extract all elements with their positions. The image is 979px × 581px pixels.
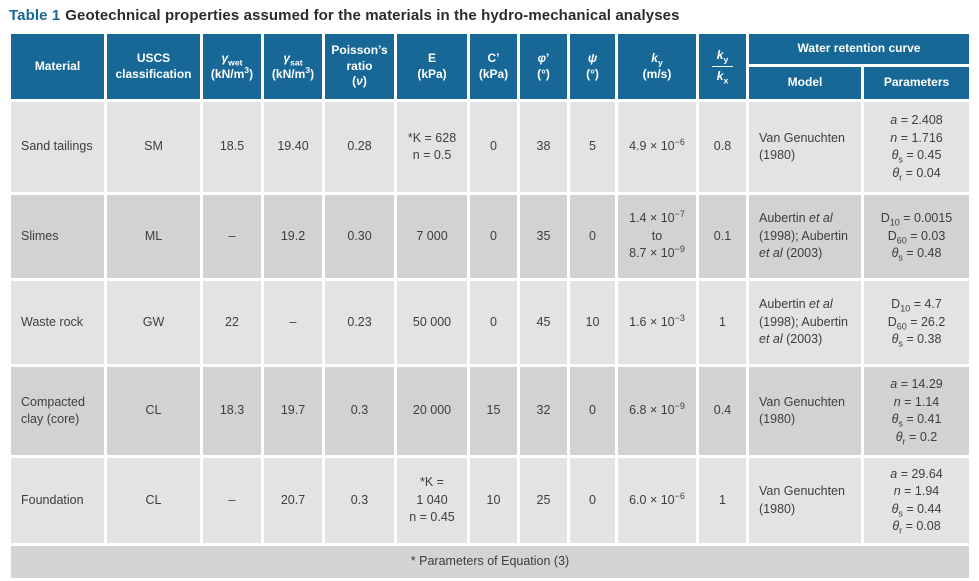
cell-material: Foundation [11,458,104,543]
header-ky: ky (m/s) [618,34,696,99]
cell-psi: 0 [570,367,615,455]
table-header: Material USCS classification γwet (kN/m3)… [11,34,970,99]
cell-gamma-sat: 19.40 [264,102,322,192]
cell-ky-kx: 1 [699,281,746,364]
header-material: Material [11,34,104,99]
cell-psi: 10 [570,281,615,364]
cell-c-prime: 15 [470,367,517,455]
header-poissons-ratio: Poisson’s ratio (ν) [325,34,394,99]
cell-uscs: ML [107,195,200,278]
cell-c-prime: 0 [470,281,517,364]
footnote-row: * Parameters of Equation (3) [11,546,970,578]
cell-material: Waste rock [11,281,104,364]
cell-ky: 6.0 × 10−6 [618,458,696,543]
cell-poisson: 0.3 [325,367,394,455]
cell-wrc-model: Van Genuchten (1980) [749,458,861,543]
cell-gamma-wet: 18.5 [203,102,261,192]
table-caption: Table 1 Geotechnical properties assumed f… [9,7,972,24]
cell-ky-kx: 1 [699,458,746,543]
footnote-text: * Parameters of Equation (3) [11,546,970,578]
cell-phi-prime: 25 [520,458,567,543]
cell-gamma-wet: – [203,195,261,278]
cell-ky-kx: 0.8 [699,102,746,192]
cell-uscs: GW [107,281,200,364]
ky-kx-numerator: ky [711,48,734,67]
cell-gamma-sat: 20.7 [264,458,322,543]
cell-wrc-parameters: a = 2.408 n = 1.716 θs = 0.45 θr = 0.04 [864,102,970,192]
cell-phi-prime: 45 [520,281,567,364]
cell-ky: 1.4 × 10−7 to 8.7 × 10−9 [618,195,696,278]
table-body: Sand tailings SM 18.5 19.40 0.28 *K = 62… [11,102,970,543]
cell-gamma-wet: – [203,458,261,543]
ky-kx-fraction: ky kx [711,48,734,86]
table-row-slimes: Slimes ML – 19.2 0.30 7 000 0 35 0 1.4 ×… [11,195,970,278]
cell-material: Compacted clay (core) [11,367,104,455]
header-c-prime: C’ (kPa) [470,34,517,99]
geotechnical-properties-table: Material USCS classification γwet (kN/m3)… [8,31,972,581]
cell-uscs: CL [107,458,200,543]
cell-ky: 1.6 × 10−3 [618,281,696,364]
cell-c-prime: 10 [470,458,517,543]
cell-phi-prime: 38 [520,102,567,192]
cell-poisson: 0.23 [325,281,394,364]
header-psi: ψ (°) [570,34,615,99]
cell-poisson: 0.28 [325,102,394,192]
cell-e-modulus: *K = 628 n = 0.5 [397,102,467,192]
cell-wrc-model: Aubertin et al (1998); Aubertin et al (2… [749,195,861,278]
cell-phi-prime: 32 [520,367,567,455]
cell-material: Slimes [11,195,104,278]
cell-wrc-model: Van Genuchten (1980) [749,102,861,192]
cell-gamma-sat: 19.2 [264,195,322,278]
header-phi-prime: φ’ (°) [520,34,567,99]
header-gamma-wet: γwet (kN/m3) [203,34,261,99]
header-water-retention-curve: Water retention curve [749,34,970,64]
header-uscs-classification: USCS classification [107,34,200,99]
header-wrc-model: Model [749,67,861,99]
table-row-compacted-clay: Compacted clay (core) CL 18.3 19.7 0.3 2… [11,367,970,455]
cell-wrc-parameters: a = 14.29 n = 1.14 θs = 0.41 θr = 0.2 [864,367,970,455]
cell-gamma-wet: 18.3 [203,367,261,455]
cell-psi: 5 [570,102,615,192]
cell-psi: 0 [570,195,615,278]
table-caption-text: Geotechnical properties assumed for the … [65,7,680,24]
table-row-foundation: Foundation CL – 20.7 0.3 *K = 1 040 n = 0.… [11,458,970,543]
cell-e-modulus: *K = 1 040 n = 0.45 [397,458,467,543]
cell-e-modulus: 7 000 [397,195,467,278]
cell-c-prime: 0 [470,102,517,192]
cell-uscs: SM [107,102,200,192]
cell-ky-kx: 0.1 [699,195,746,278]
header-e-modulus: E (kPa) [397,34,467,99]
cell-gamma-sat: – [264,281,322,364]
cell-poisson: 0.30 [325,195,394,278]
cell-uscs: CL [107,367,200,455]
cell-wrc-parameters: a = 29.64 n = 1.94 θs = 0.44 θr = 0.08 [864,458,970,543]
cell-ky: 4.9 × 10−6 [618,102,696,192]
cell-ky: 6.8 × 10−9 [618,367,696,455]
cell-phi-prime: 35 [520,195,567,278]
table-row-sand-tailings: Sand tailings SM 18.5 19.40 0.28 *K = 62… [11,102,970,192]
table-number: Table 1 [9,7,61,24]
cell-ky-kx: 0.4 [699,367,746,455]
cell-wrc-parameters: D10 = 0.0015 D60 = 0.03 θs = 0.48 [864,195,970,278]
cell-wrc-model: Van Genuchten (1980) [749,367,861,455]
cell-gamma-sat: 19.7 [264,367,322,455]
cell-psi: 0 [570,458,615,543]
cell-wrc-parameters: D10 = 4.7 D60 = 26.2 θs = 0.38 [864,281,970,364]
table-row-waste-rock: Waste rock GW 22 – 0.23 50 000 0 45 10 1… [11,281,970,364]
cell-c-prime: 0 [470,195,517,278]
cell-e-modulus: 50 000 [397,281,467,364]
cell-material: Sand tailings [11,102,104,192]
cell-gamma-wet: 22 [203,281,261,364]
header-ky-over-kx: ky kx [699,34,746,99]
table-footer: * Parameters of Equation (3) [11,546,970,578]
header-gamma-sat: γsat (kN/m3) [264,34,322,99]
header-wrc-parameters: Parameters [864,67,970,99]
cell-wrc-model: Aubertin et al (1998); Aubertin et al (2… [749,281,861,364]
cell-e-modulus: 20 000 [397,367,467,455]
ky-kx-denominator: kx [716,69,729,86]
cell-poisson: 0.3 [325,458,394,543]
